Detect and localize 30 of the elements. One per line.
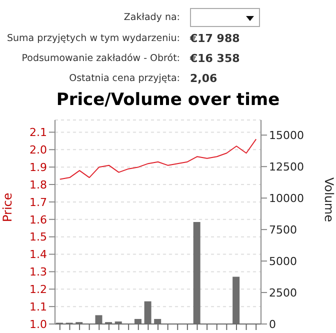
y2-tick-label: 15000 (269, 129, 304, 142)
y2-tick-label: 2500 (269, 286, 297, 300)
text: €17 988 (190, 32, 240, 44)
y-axis-title: Price (0, 192, 14, 222)
y-tick-label: 1.7 (30, 196, 47, 209)
text: Podsumowanie zakładów - Obrót: (20, 52, 180, 64)
y2-tick-label: 0 (269, 318, 276, 331)
chart-title: Price/Volume over time (55, 90, 281, 110)
y-tick-label: 1.9 (30, 160, 47, 174)
y-tick-label: 1.8 (30, 178, 47, 192)
text: Zakłady na: (122, 12, 180, 22)
y2-axis-title: Volume (322, 177, 336, 222)
y2-tick-label: 7500 (269, 223, 297, 236)
y-tick-label: 1.3 (30, 266, 47, 279)
y-tick-label: 1.4 (30, 248, 47, 262)
y2-tick-label: 10000 (269, 192, 304, 205)
y-tick-label: 1.2 (30, 283, 47, 296)
y-tick-label: 1.1 (30, 300, 47, 314)
y-tick-label: 2.0 (30, 144, 47, 157)
text: 2,06 (190, 72, 218, 84)
line-series (59, 138, 257, 180)
text: Suma przyjętych w tym wydarzeniu: (6, 32, 180, 44)
text: Ostatnia cena przyjęta: (68, 72, 180, 84)
y-tick-label: 2.1 (30, 126, 47, 140)
y2-tick-label: 5000 (269, 254, 297, 268)
text: €16 358 (190, 52, 240, 64)
y-tick-label: 1.6 (30, 213, 47, 226)
y2-tick-label: 12500 (269, 160, 304, 174)
y-tick-label: 1.0 (30, 318, 47, 331)
y-tick-label: 1.5 (30, 230, 47, 244)
